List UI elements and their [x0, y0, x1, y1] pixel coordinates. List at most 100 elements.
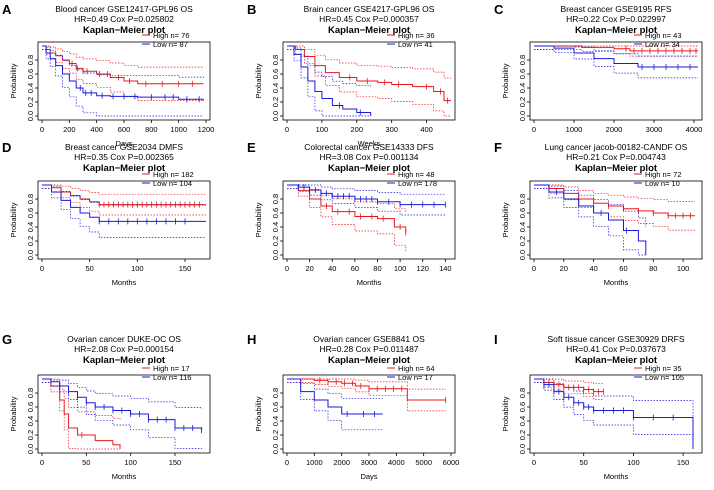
survival-curve: [42, 184, 206, 222]
x-tick-label: 5000: [415, 458, 432, 467]
series-high: [534, 45, 698, 57]
y-axis-label: Probability: [501, 396, 510, 431]
x-tick-label: 0: [532, 458, 536, 467]
x-tick-label: 80: [373, 264, 381, 273]
legend-high: High n= 182: [153, 170, 194, 179]
panel-stats: HR=0.41 Cox P=0.037673: [566, 344, 666, 354]
panel-title: Kaplan−Meier plot: [328, 355, 411, 366]
x-tick-label: 4000: [388, 458, 405, 467]
legend-high: High n= 76: [153, 31, 190, 40]
x-axis-label: Weeks: [358, 139, 381, 148]
y-axis-label: Probability: [254, 396, 263, 431]
x-tick-label: 100: [316, 125, 329, 134]
y-tick-label: 0.8: [271, 194, 280, 204]
y-tick-label: 0.2: [26, 97, 35, 107]
y-tick-label: 0.8: [26, 194, 35, 204]
survival-curve: [287, 45, 372, 116]
x-tick-label: 400: [90, 125, 103, 134]
x-tick-label: 100: [677, 264, 690, 273]
y-axis-label: Probability: [501, 202, 510, 237]
x-tick-label: 6000: [443, 458, 460, 467]
panel-title: Kaplan−Meier plot: [575, 355, 658, 366]
x-axis-label: Months: [357, 278, 382, 287]
survival-curve: [42, 378, 203, 431]
x-tick-label: 1000: [566, 125, 583, 134]
x-tick-label: 150: [169, 458, 182, 467]
x-axis-label: Days: [360, 472, 377, 481]
x-tick-label: 0: [40, 264, 44, 273]
y-tick-label: 0.0: [26, 250, 35, 260]
y-tick-label: 0.8: [518, 55, 527, 65]
panel-letter: D: [2, 140, 11, 155]
series-high: [42, 184, 206, 216]
survival-curve: [287, 378, 446, 401]
panel-stats: HR=0.22 Cox P=0.022997: [566, 14, 666, 24]
y-tick-label: 0.0: [271, 250, 280, 260]
plot-frame: [529, 180, 703, 260]
x-tick-label: 1000: [306, 458, 323, 467]
series-low: [42, 45, 204, 117]
series-low: [534, 45, 698, 79]
panel-header: Ovarian cancer DUKE-OC OS: [67, 334, 181, 344]
ci-upper-line: [42, 378, 121, 421]
x-tick-label: 0: [532, 264, 536, 273]
panel-stats: HR=0.49 Cox P=0.025802: [74, 14, 174, 24]
y-tick-label: 0.4: [518, 222, 527, 232]
km-panel-f: F Lung cancer jacob-00182-CANDF OSHR=0.21…: [494, 140, 703, 287]
plot-frame: [37, 180, 211, 260]
survival-curve: [534, 378, 694, 449]
x-tick-label: 60: [351, 264, 359, 273]
y-tick-label: 0.2: [518, 236, 527, 246]
panel-title: Kaplan−Meier plot: [328, 163, 411, 174]
ci-upper-line: [534, 184, 647, 227]
y-tick-label: 0.6: [26, 402, 35, 412]
y-tick-label: 0.2: [26, 430, 35, 440]
ci-lower-line: [42, 49, 204, 117]
panel-letter: F: [494, 140, 502, 155]
panel-header: Ovarian cancer GSE8841 OS: [313, 334, 425, 344]
panel-letter: I: [494, 332, 498, 347]
legend-low: Low n= 34: [645, 40, 680, 49]
survival-curve: [287, 45, 451, 102]
plot-frame: [282, 41, 456, 121]
x-axis-label: Months: [112, 472, 137, 481]
y-tick-label: 0.2: [26, 236, 35, 246]
legend-high: High n= 72: [645, 170, 682, 179]
y-tick-label: 0.4: [271, 416, 280, 426]
panel-stats: HR=0.45 Cox P=0.000357: [319, 14, 419, 24]
x-tick-label: 600: [118, 125, 131, 134]
y-tick-label: 0.8: [518, 194, 527, 204]
survival-curve: [534, 184, 647, 255]
panel-letter: H: [247, 332, 256, 347]
y-tick-label: 0.6: [271, 69, 280, 79]
y-tick-label: 0.4: [26, 83, 35, 93]
y-tick-label: 0.4: [518, 416, 527, 426]
panel-title: Kaplan−Meier plot: [328, 25, 411, 36]
panel-title: Kaplan−Meier plot: [83, 163, 166, 174]
x-tick-label: 400: [420, 125, 433, 134]
y-tick-label: 0.0: [271, 111, 280, 121]
x-tick-label: 3000: [361, 458, 378, 467]
ci-upper-line: [42, 378, 202, 409]
ci-lower-line: [287, 382, 446, 412]
y-tick-label: 0.4: [271, 222, 280, 232]
x-tick-label: 100: [394, 264, 407, 273]
x-axis-label: Months: [604, 472, 629, 481]
y-tick-label: 0.6: [518, 208, 527, 218]
panel-header: Breast cancer GSE9195 RFS: [560, 4, 671, 14]
x-tick-label: 20: [305, 264, 313, 273]
panel-title: Kaplan−Meier plot: [575, 25, 658, 36]
legend-low: Low n= 41: [398, 40, 433, 49]
y-tick-label: 0.2: [518, 97, 527, 107]
panel-title: Kaplan−Meier plot: [83, 25, 166, 36]
y-tick-label: 0.2: [271, 236, 280, 246]
x-tick-label: 0: [532, 125, 536, 134]
x-tick-label: 20: [560, 264, 568, 273]
ci-upper-line: [534, 45, 698, 57]
y-axis-label: Probability: [254, 202, 263, 237]
ci-upper-line: [42, 184, 206, 195]
ci-lower-line: [42, 382, 202, 449]
